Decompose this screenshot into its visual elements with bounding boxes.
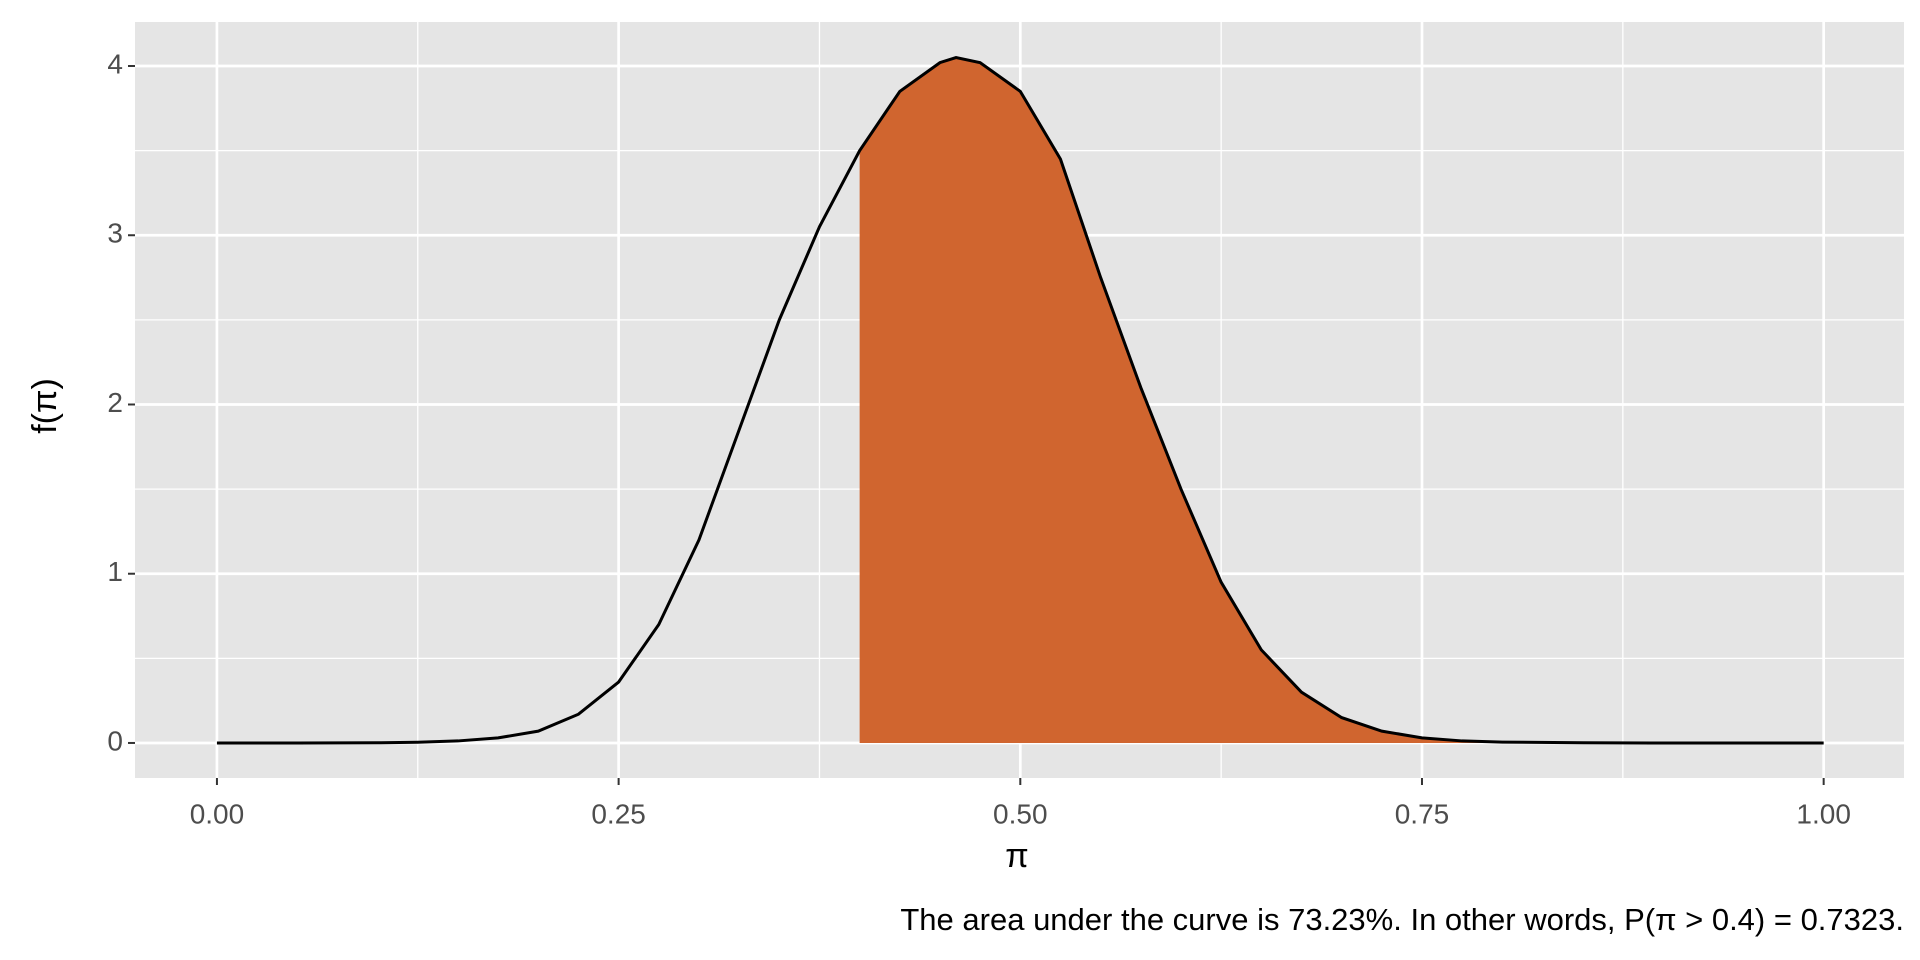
- x-tick-label: 0.50: [993, 798, 1048, 829]
- density-line: [216, 55, 1824, 745]
- shaded-area: [859, 57, 1824, 743]
- x-tick-label: 0.75: [1395, 798, 1450, 829]
- y-axis-title: f(π): [26, 378, 64, 434]
- y-tick-label: 4: [107, 48, 123, 79]
- caption: The area under the curve is 73.23%. In o…: [900, 902, 1904, 937]
- y-tick-label: 3: [107, 218, 123, 249]
- y-tick-label: 2: [107, 387, 123, 418]
- x-tick-label: 0.25: [591, 798, 646, 829]
- y-tick-label: 0: [107, 725, 123, 756]
- y-tick-label: 1: [107, 556, 123, 587]
- x-axis-title: π: [1005, 837, 1028, 875]
- x-tick-label: 0.00: [190, 798, 245, 829]
- x-tick-label: 1.00: [1796, 798, 1851, 829]
